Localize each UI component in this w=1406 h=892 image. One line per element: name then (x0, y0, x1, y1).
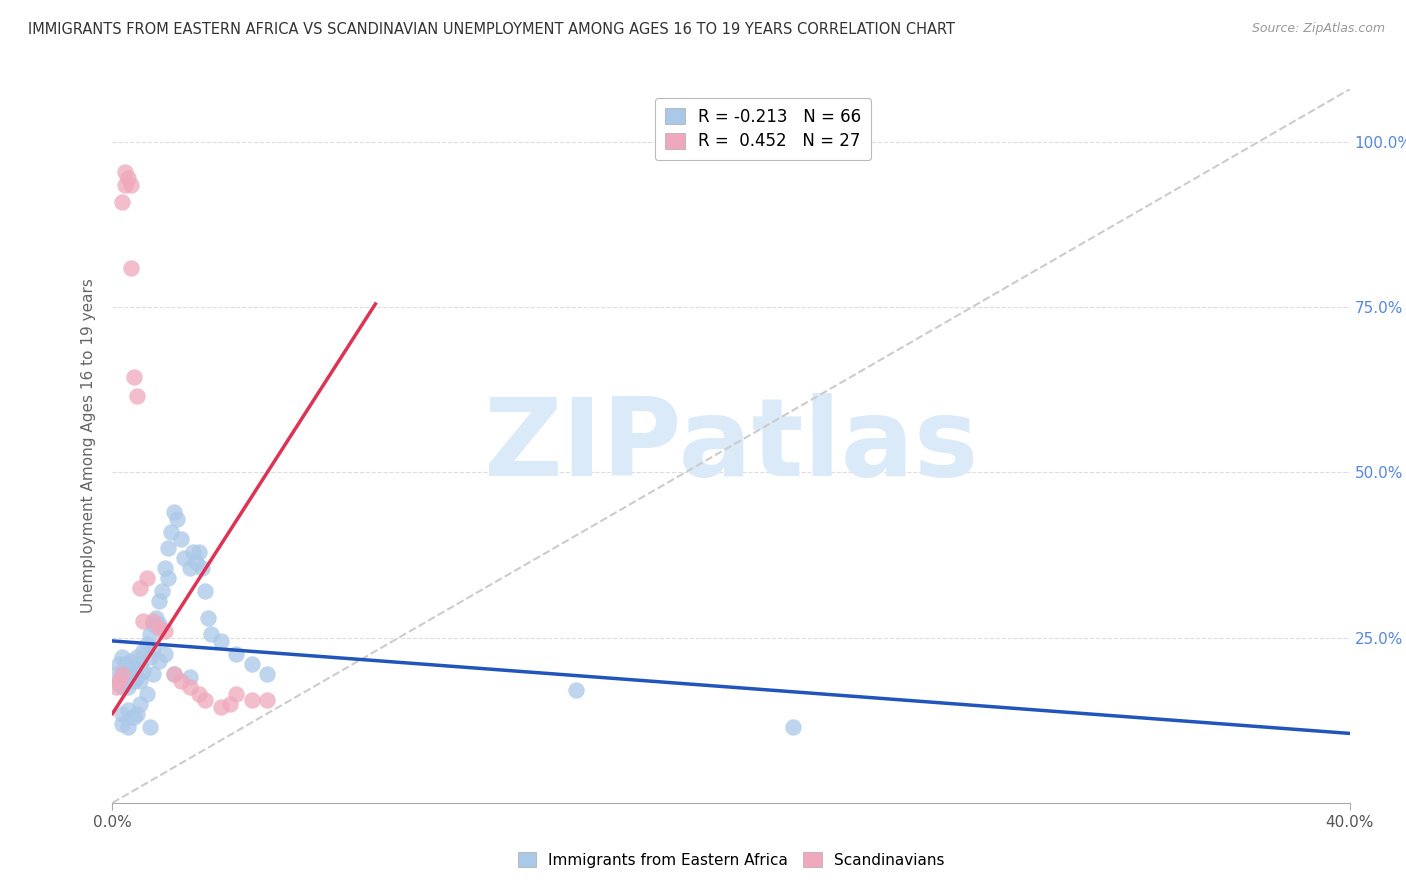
Point (163, 505, 186, 519)
Point (209, 700, 232, 714)
Point (565, 683, 588, 698)
Point (127, 706, 149, 721)
Point (157, 571, 180, 585)
Point (181, 545, 204, 559)
Point (111, 667, 134, 681)
Point (173, 551, 195, 566)
Point (197, 611, 219, 625)
Point (163, 667, 186, 681)
Point (142, 614, 165, 628)
Point (194, 693, 217, 707)
Point (120, 670, 142, 684)
Point (188, 687, 211, 701)
Point (782, 720, 804, 734)
Point (225, 647, 247, 661)
Point (148, 621, 170, 635)
Point (179, 561, 201, 575)
Point (142, 640, 165, 655)
Point (142, 617, 165, 632)
Point (117, 720, 139, 734)
Point (219, 697, 242, 711)
Point (120, 654, 142, 668)
Point (132, 644, 155, 658)
Point (191, 561, 214, 575)
Point (157, 541, 180, 556)
Point (138, 720, 160, 734)
Point (135, 687, 157, 701)
Point (127, 389, 149, 403)
Point (111, 706, 134, 721)
Point (132, 614, 155, 628)
Point (240, 657, 263, 671)
Point (160, 524, 183, 539)
Point (111, 670, 134, 684)
Y-axis label: Unemployment Among Ages 16 to 19 years: Unemployment Among Ages 16 to 19 years (80, 278, 96, 614)
Point (148, 654, 170, 668)
Point (111, 650, 134, 665)
Point (122, 673, 145, 688)
Legend: Immigrants from Eastern Africa, Scandinavians: Immigrants from Eastern Africa, Scandina… (512, 846, 950, 873)
Point (138, 627, 160, 641)
Point (104, 680, 127, 694)
Text: Source: ZipAtlas.com: Source: ZipAtlas.com (1251, 22, 1385, 36)
Point (111, 194, 134, 209)
Text: IMMIGRANTS FROM EASTERN AFRICA VS SCANDINAVIAN UNEMPLOYMENT AMONG AGES 16 TO 19 : IMMIGRANTS FROM EASTERN AFRICA VS SCANDI… (28, 22, 955, 37)
Point (111, 680, 134, 694)
Point (169, 532, 191, 546)
Point (122, 710, 145, 724)
Point (129, 697, 152, 711)
Point (117, 703, 139, 717)
Point (148, 594, 170, 608)
Point (114, 657, 136, 671)
Point (129, 673, 152, 688)
Point (225, 687, 247, 701)
Point (135, 571, 157, 585)
Point (163, 667, 186, 681)
Point (104, 667, 127, 681)
Point (132, 664, 155, 678)
Point (240, 693, 263, 707)
Point (107, 673, 129, 688)
Point (166, 511, 188, 525)
Point (153, 561, 176, 575)
Point (114, 178, 136, 192)
Point (127, 650, 149, 665)
Point (256, 693, 278, 707)
Point (256, 667, 278, 681)
Point (188, 545, 211, 559)
Point (114, 673, 136, 688)
Point (169, 673, 191, 688)
Text: ZIPatlas: ZIPatlas (484, 393, 979, 499)
Point (150, 584, 173, 599)
Point (148, 617, 170, 632)
Point (107, 677, 129, 691)
Point (135, 637, 157, 651)
Point (117, 673, 139, 688)
Point (142, 667, 165, 681)
Point (184, 555, 207, 569)
Point (120, 260, 142, 275)
Point (111, 716, 134, 731)
Point (114, 165, 136, 179)
Point (179, 680, 201, 694)
Point (117, 664, 139, 678)
Point (153, 647, 176, 661)
Point (194, 584, 217, 599)
Point (117, 171, 139, 186)
Point (209, 634, 232, 648)
Point (117, 680, 139, 694)
Point (200, 627, 222, 641)
Point (122, 369, 145, 384)
Point (129, 657, 152, 671)
Point (145, 611, 167, 625)
Point (122, 660, 145, 674)
Point (107, 657, 129, 671)
Point (120, 178, 142, 192)
Point (129, 581, 152, 595)
Point (127, 670, 149, 684)
Point (153, 624, 176, 638)
Point (138, 650, 160, 665)
Point (179, 670, 201, 684)
